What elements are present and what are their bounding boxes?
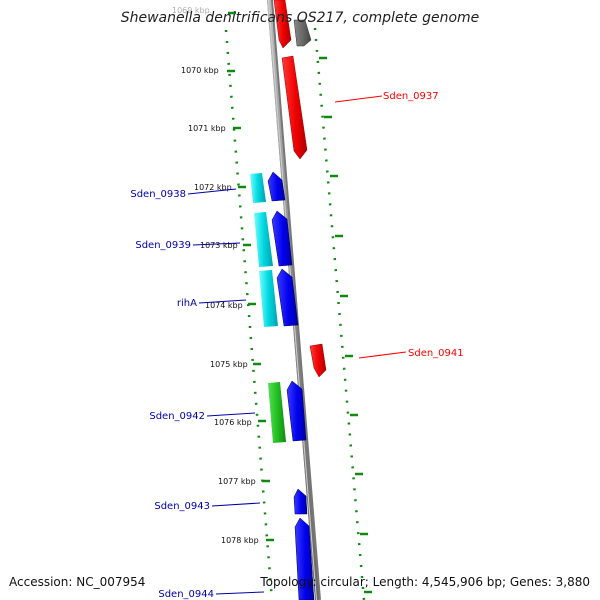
cds-bar-sden-0938 xyxy=(250,173,266,203)
tick-label: 1072 kbp xyxy=(194,183,232,192)
tick-label: 1069 kbp xyxy=(172,6,210,15)
gene-arrow-sden-0941 xyxy=(309,343,327,378)
scale-track-right xyxy=(313,27,366,600)
gene-arrow-sden-0939 xyxy=(271,210,293,267)
label-leaders xyxy=(187,95,407,595)
forward-strand-genes xyxy=(267,171,315,600)
tick-label: 1075 kbp xyxy=(210,360,248,369)
tick-label: 1074 kbp xyxy=(205,301,243,310)
gene-arrow-sden-0944 xyxy=(294,517,315,600)
reverse-strand-genes xyxy=(273,0,327,378)
tick-label: 1073 kbp xyxy=(200,241,238,250)
gene-arrow-sden-0937 xyxy=(281,55,308,160)
gene-arrow-unnamed-top-red xyxy=(273,0,292,49)
accession-text: Accession: NC_007954 xyxy=(9,575,145,589)
gene-arrow-riha xyxy=(276,268,299,327)
cds-bar-sden-0939 xyxy=(254,212,273,267)
map-title: Shewanella denitrificans OS217, complete… xyxy=(121,10,480,26)
gene-arrow-unnamed-gray xyxy=(293,19,312,47)
gene-label-sden-0944: Sden_0944 xyxy=(158,589,214,600)
gene-arrow-sden-0938 xyxy=(267,171,286,202)
gene-arrow-sden-0942 xyxy=(286,380,307,442)
gene-label-sden-0942: Sden_0942 xyxy=(149,411,205,422)
tick-label: 1078 kbp xyxy=(221,536,259,545)
tick-label: 1071 kbp xyxy=(188,124,226,133)
track-bands xyxy=(256,160,362,600)
tick-label: 1077 kbp xyxy=(218,477,256,486)
cds-bars xyxy=(250,173,286,443)
cds-bar-sden-0942 xyxy=(268,382,286,443)
cds-bar-riha xyxy=(259,270,278,327)
gene-label-sden-0938: Sden_0938 xyxy=(130,189,186,200)
gene-label-sden-0939: Sden_0939 xyxy=(135,240,191,251)
tick-marks-right xyxy=(319,56,372,594)
gene-label-riha: rihA xyxy=(177,298,197,309)
genome-summary-text: Topology: circular; Length: 4,545,906 bp… xyxy=(259,575,590,589)
scale-tick-labels: 1069 kbp 1070 kbp 1071 kbp 1072 kbp 1073… xyxy=(172,6,259,545)
gene-label-sden-0943: Sden_0943 xyxy=(154,501,210,512)
gene-arrow-sden-0943 xyxy=(293,488,308,515)
tick-label: 1070 kbp xyxy=(181,66,219,75)
gene-labels: Sden_0937 Sden_0938 Sden_0939 rihA Sden_… xyxy=(130,91,463,600)
tick-marks-left xyxy=(227,11,274,542)
gene-label-sden-0941: Sden_0941 xyxy=(408,348,464,359)
tick-label: 1076 kbp xyxy=(214,418,252,427)
gene-label-sden-0937: Sden_0937 xyxy=(383,91,439,102)
